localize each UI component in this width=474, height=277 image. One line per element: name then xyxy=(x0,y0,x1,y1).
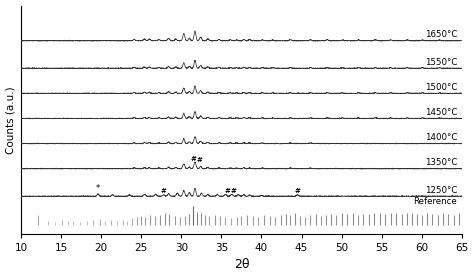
Text: #: # xyxy=(191,156,196,161)
Text: 1350°C: 1350°C xyxy=(425,158,457,167)
Text: #: # xyxy=(225,188,231,194)
Text: #: # xyxy=(230,188,237,194)
Y-axis label: Counts (a.u.): Counts (a.u.) xyxy=(6,86,16,153)
Text: 1500°C: 1500°C xyxy=(425,83,457,92)
Text: 1250°C: 1250°C xyxy=(425,186,457,195)
Text: 1550°C: 1550°C xyxy=(425,58,457,67)
Text: Reference: Reference xyxy=(413,196,457,206)
Text: 1650°C: 1650°C xyxy=(425,30,457,39)
Text: 1400°C: 1400°C xyxy=(425,133,457,142)
Text: #: # xyxy=(295,188,301,194)
Text: 1450°C: 1450°C xyxy=(425,108,457,117)
Text: *: * xyxy=(96,184,100,193)
Text: #: # xyxy=(197,157,203,163)
Text: #: # xyxy=(161,188,167,194)
X-axis label: 2θ: 2θ xyxy=(234,258,249,271)
